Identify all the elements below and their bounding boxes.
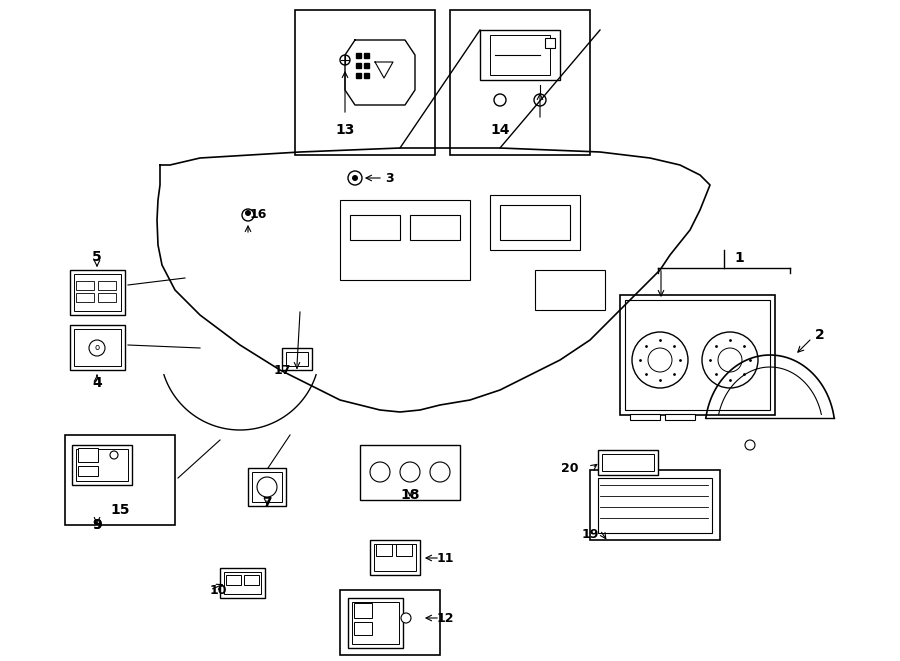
Text: o: o — [94, 344, 100, 352]
Circle shape — [718, 348, 742, 372]
Bar — [490, 195, 580, 250]
Bar — [72, 445, 132, 485]
Bar — [252, 472, 282, 502]
Circle shape — [494, 94, 506, 106]
Bar — [356, 53, 361, 58]
Bar — [630, 414, 660, 420]
Bar — [374, 544, 416, 571]
Circle shape — [348, 171, 362, 185]
Bar — [356, 63, 361, 68]
Bar — [340, 590, 440, 655]
Text: 4: 4 — [92, 376, 102, 390]
Bar — [376, 544, 392, 556]
Text: 13: 13 — [336, 123, 355, 137]
Bar — [65, 435, 175, 525]
Bar — [545, 38, 555, 48]
Circle shape — [370, 462, 390, 482]
Bar — [78, 466, 98, 476]
Circle shape — [400, 462, 420, 482]
Text: 9: 9 — [92, 518, 102, 532]
Circle shape — [745, 440, 755, 450]
Bar — [352, 602, 399, 644]
Bar — [76, 293, 94, 302]
Bar — [480, 30, 560, 80]
Bar — [74, 329, 121, 366]
Circle shape — [245, 210, 251, 216]
Circle shape — [257, 477, 277, 497]
Bar — [76, 449, 128, 481]
Bar — [70, 325, 125, 370]
Bar — [98, 293, 116, 302]
Text: 15: 15 — [110, 503, 130, 517]
Bar — [396, 544, 412, 556]
Text: 16: 16 — [249, 208, 266, 221]
Bar — [286, 352, 308, 366]
Bar — [354, 603, 372, 618]
Bar — [98, 281, 116, 290]
Bar — [220, 568, 265, 598]
Text: 3: 3 — [386, 171, 394, 184]
Circle shape — [702, 332, 758, 388]
Bar — [248, 468, 286, 506]
Bar — [356, 73, 361, 78]
Bar — [348, 598, 403, 648]
Bar — [620, 295, 775, 415]
Text: 18: 18 — [400, 488, 419, 502]
Bar — [490, 35, 550, 75]
Bar — [224, 572, 261, 594]
Bar — [226, 575, 241, 585]
Bar — [410, 215, 460, 240]
Circle shape — [534, 94, 546, 106]
Text: 2: 2 — [815, 328, 825, 342]
Text: 7: 7 — [262, 496, 272, 510]
Circle shape — [648, 348, 672, 372]
Circle shape — [89, 340, 105, 356]
Bar — [598, 478, 712, 533]
Circle shape — [110, 451, 118, 459]
Text: 1: 1 — [734, 251, 744, 265]
Text: 17: 17 — [274, 364, 291, 377]
Circle shape — [430, 462, 450, 482]
Bar — [625, 300, 770, 410]
Bar — [602, 454, 654, 471]
Bar — [70, 270, 125, 315]
Bar — [295, 10, 435, 155]
Bar — [364, 73, 369, 78]
Bar — [76, 281, 94, 290]
Text: 20: 20 — [562, 461, 579, 475]
Bar — [500, 205, 570, 240]
Bar — [535, 270, 605, 310]
Bar — [590, 470, 720, 540]
Bar — [78, 448, 98, 462]
Circle shape — [632, 332, 688, 388]
Circle shape — [401, 613, 411, 623]
Text: 9: 9 — [92, 518, 102, 532]
Bar — [598, 450, 658, 475]
Bar — [74, 274, 121, 311]
Text: 10: 10 — [209, 584, 227, 596]
Text: 5: 5 — [92, 250, 102, 264]
Bar — [370, 540, 420, 575]
Circle shape — [242, 209, 254, 221]
Bar — [665, 414, 695, 420]
Bar — [282, 348, 312, 370]
Bar — [364, 53, 369, 58]
Circle shape — [352, 175, 358, 181]
Bar — [354, 622, 372, 635]
Bar — [450, 10, 590, 155]
Text: 14: 14 — [491, 123, 509, 137]
Text: 11: 11 — [436, 551, 454, 564]
Bar — [340, 200, 470, 280]
Text: 19: 19 — [581, 529, 598, 541]
Bar — [364, 63, 369, 68]
Bar — [350, 215, 400, 240]
Bar — [360, 445, 460, 500]
Text: 12: 12 — [436, 611, 454, 625]
Bar — [244, 575, 259, 585]
